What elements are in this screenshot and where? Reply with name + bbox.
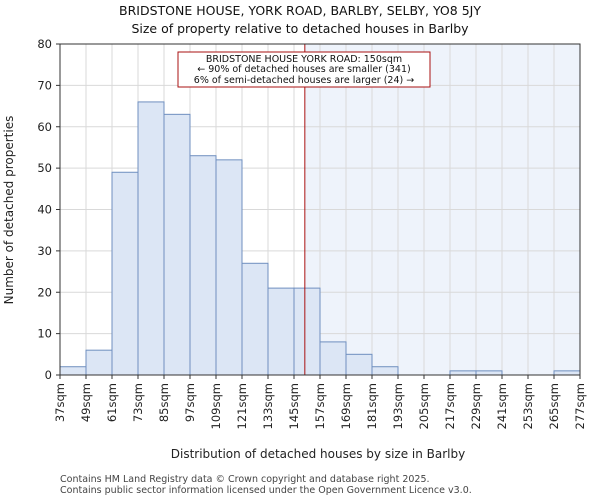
- chart-subtitle: Size of property relative to detached ho…: [131, 21, 469, 36]
- bar-49sqm: [85, 349, 113, 376]
- footer-line-1: Contains HM Land Registry data © Crown c…: [60, 474, 430, 485]
- bar-217sqm: [449, 370, 477, 376]
- y-tick-label: 30: [37, 244, 52, 258]
- y-tick-label: 20: [37, 285, 52, 299]
- bar-265sqm: [553, 370, 581, 376]
- bar-181sqm: [371, 366, 399, 376]
- y-tick-label: 50: [37, 161, 52, 175]
- x-axis-label: Distribution of detached houses by size …: [171, 447, 465, 461]
- x-axis-ticks: 37sqm 49sqm 61sqm 73sqm 85sqm 97sqm 109sqm 121s…: [53, 375, 587, 429]
- annotation-line-3: 6% of semi-detached houses are larger (2…: [194, 75, 414, 86]
- x-tick-label: 181sqm: [365, 383, 379, 429]
- x-tick-label: 61sqm: [105, 383, 119, 422]
- x-tick-label: 37sqm: [53, 383, 67, 422]
- x-tick-label: 241sqm: [495, 383, 509, 429]
- y-tick-label: 10: [37, 327, 52, 341]
- y-tick-label: 80: [37, 37, 52, 51]
- bar-121sqm: [241, 262, 269, 376]
- x-tick-label: 169sqm: [339, 383, 353, 429]
- x-tick-label: 133sqm: [261, 383, 275, 429]
- x-tick-label: 265sqm: [547, 383, 561, 429]
- bar-109sqm: [215, 159, 243, 376]
- bar-133sqm: [267, 287, 295, 376]
- bar-73sqm: [137, 101, 165, 376]
- y-axis-label: Number of detached properties: [2, 116, 16, 305]
- bar-97sqm: [189, 155, 217, 376]
- x-tick-label: 157sqm: [313, 383, 327, 429]
- footer-line-2: Contains public sector information licen…: [60, 485, 472, 496]
- x-tick-label: 121sqm: [235, 383, 249, 429]
- bar-229sqm: [475, 370, 503, 376]
- bar-145sqm: [293, 287, 321, 376]
- annotation-line-1: BRIDSTONE HOUSE YORK ROAD: 150sqm: [206, 54, 402, 65]
- x-tick-label: 205sqm: [417, 383, 431, 429]
- x-tick-label: 145sqm: [287, 383, 301, 429]
- y-tick-label: 40: [37, 203, 52, 217]
- bar-61sqm: [111, 171, 139, 376]
- bar-157sqm: [319, 341, 347, 376]
- x-tick-label: 193sqm: [391, 383, 405, 429]
- annotation-box: BRIDSTONE HOUSE YORK ROAD: 150sqm ← 90% …: [177, 51, 431, 88]
- y-tick-label: 0: [45, 368, 52, 382]
- annotation-frame: [177, 51, 431, 88]
- x-tick-label: 97sqm: [183, 383, 197, 422]
- x-tick-label: 229sqm: [469, 383, 483, 429]
- x-tick-label: 277sqm: [573, 383, 587, 429]
- x-tick-label: 109sqm: [209, 383, 223, 429]
- x-tick-label: 49sqm: [79, 383, 93, 422]
- y-tick-label: 70: [37, 78, 52, 92]
- annotation-line-2: ← 90% of detached houses are smaller (34…: [197, 64, 410, 75]
- bar-169sqm: [345, 353, 373, 376]
- x-tick-label: 73sqm: [131, 383, 145, 422]
- chart-title: BRIDSTONE HOUSE, YORK ROAD, BARLBY, SELB…: [119, 3, 481, 18]
- bars: [59, 101, 581, 376]
- y-axis-ticks: 0 10 20 30 40 50 60 70 80: [37, 37, 60, 382]
- x-tick-label: 253sqm: [521, 383, 535, 429]
- bar-37sqm: [59, 366, 87, 376]
- bar-85sqm: [163, 113, 191, 376]
- y-tick-label: 60: [37, 120, 52, 134]
- x-tick-label: 217sqm: [443, 383, 457, 429]
- x-tick-label: 85sqm: [157, 383, 171, 422]
